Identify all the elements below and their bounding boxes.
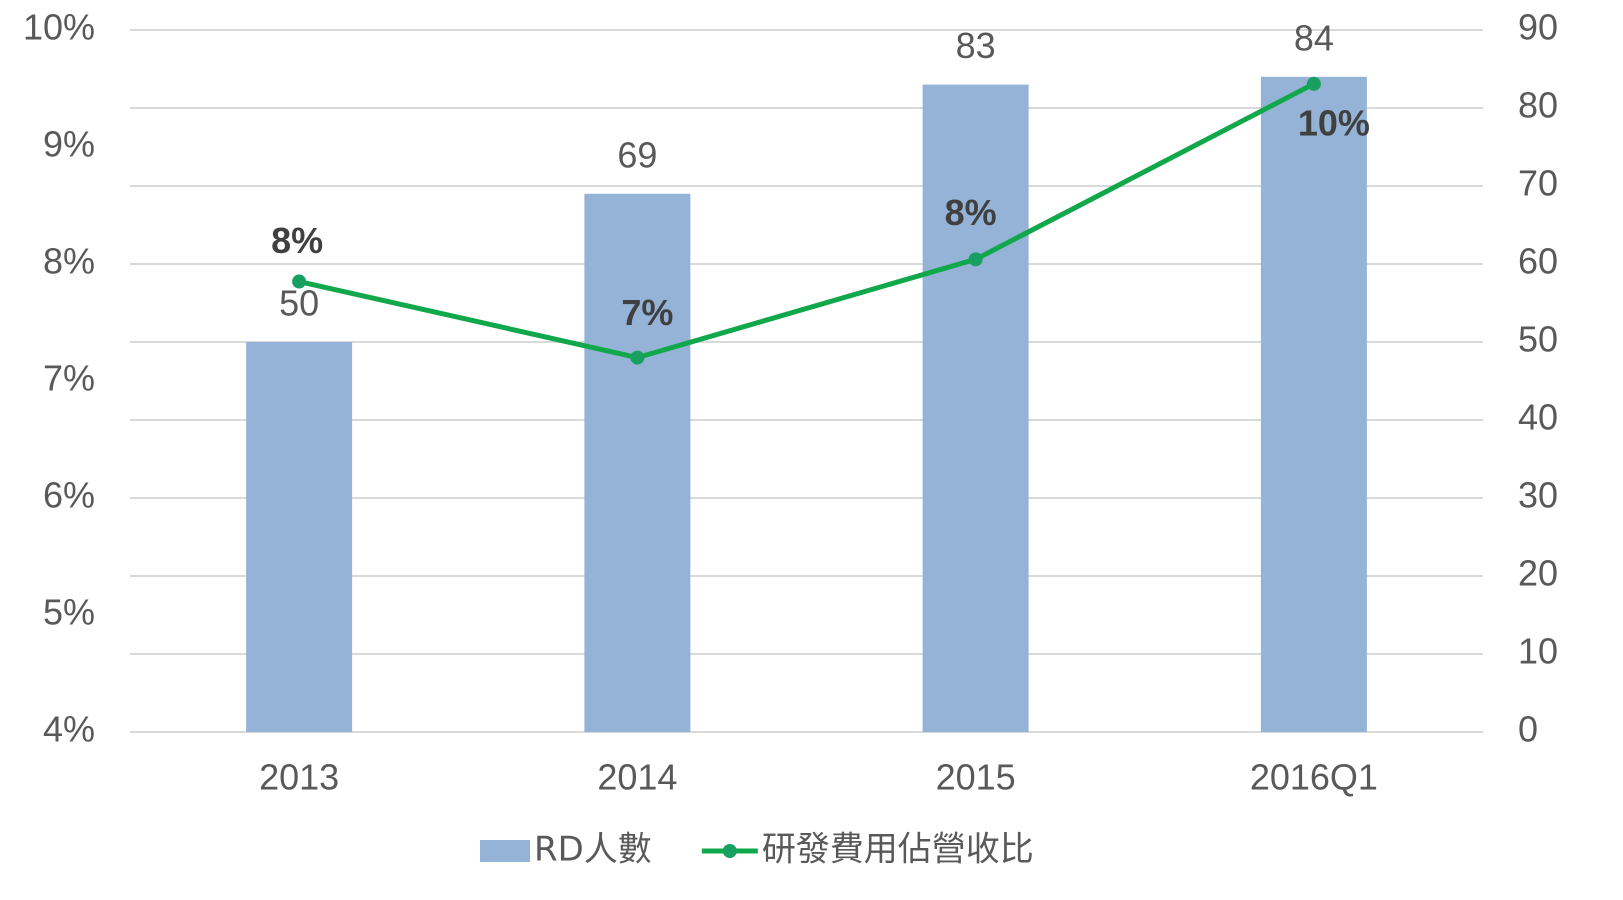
x-tick-label: 2014 bbox=[597, 757, 677, 798]
y2-tick-label: 30 bbox=[1518, 475, 1558, 516]
line-marker bbox=[968, 252, 983, 267]
y-tick-label: 4% bbox=[43, 709, 95, 750]
bar-value-label: 50 bbox=[279, 283, 319, 324]
y-tick-label: 7% bbox=[43, 358, 95, 399]
y-tick-label: 10% bbox=[23, 7, 95, 48]
legend-label: RD人數 bbox=[534, 830, 652, 870]
bar bbox=[922, 84, 1029, 733]
x-tick-label: 2016Q1 bbox=[1250, 757, 1378, 798]
line-value-label: 10% bbox=[1298, 102, 1370, 143]
y2-tick-label: 10 bbox=[1518, 631, 1558, 672]
x-tick-label: 2013 bbox=[259, 757, 339, 798]
y-tick-label: 9% bbox=[43, 124, 95, 165]
y-tick-label: 6% bbox=[43, 475, 95, 516]
y2-tick-label: 90 bbox=[1518, 7, 1558, 48]
bar-value-label: 84 bbox=[1294, 17, 1334, 58]
legend-label: 研發費用佔營收比 bbox=[762, 830, 1034, 870]
line-marker bbox=[1306, 76, 1321, 91]
line-value-label: 8% bbox=[271, 220, 323, 261]
line-value-label: 8% bbox=[945, 192, 997, 233]
x-tick-label: 2015 bbox=[936, 757, 1016, 798]
y2-tick-label: 20 bbox=[1518, 553, 1558, 594]
y-tick-label: 8% bbox=[43, 241, 95, 282]
y-tick-label: 5% bbox=[43, 592, 95, 633]
y2-tick-label: 0 bbox=[1518, 709, 1538, 750]
line bbox=[298, 81, 1316, 361]
legend-marker bbox=[722, 844, 737, 858]
line-marker bbox=[292, 274, 307, 289]
legend-swatch bbox=[480, 840, 530, 862]
bar-value-label: 83 bbox=[956, 25, 996, 66]
y2-tick-label: 80 bbox=[1518, 85, 1558, 126]
bar bbox=[1260, 76, 1367, 733]
y2-tick-label: 60 bbox=[1518, 241, 1558, 282]
bar bbox=[584, 193, 691, 733]
line-value-label: 7% bbox=[621, 292, 673, 333]
line-marker bbox=[630, 350, 645, 365]
bar bbox=[246, 342, 353, 732]
bar-value-label: 69 bbox=[617, 134, 657, 175]
y2-tick-label: 40 bbox=[1518, 397, 1558, 438]
y2-tick-label: 70 bbox=[1518, 163, 1558, 204]
y2-tick-label: 50 bbox=[1518, 319, 1558, 360]
